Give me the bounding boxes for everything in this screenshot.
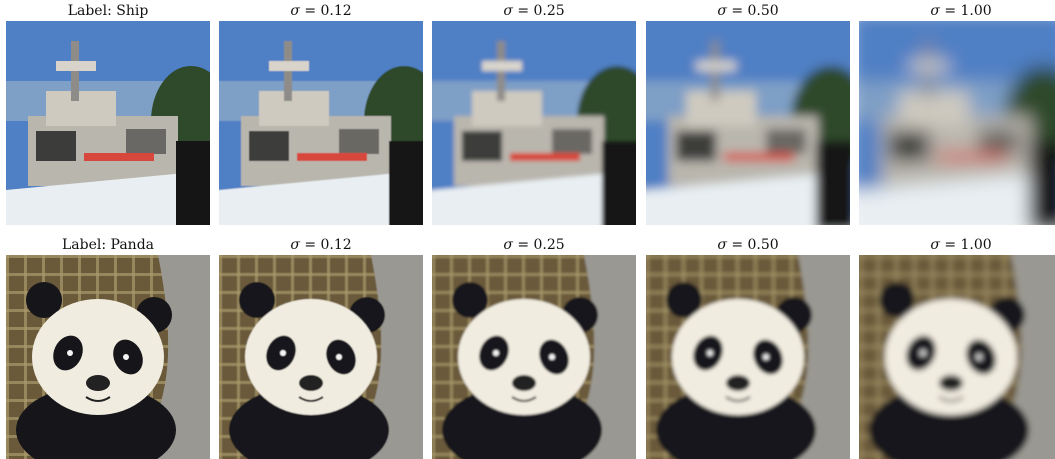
panda-image <box>646 255 850 459</box>
sigma-value: = 0.25 <box>512 237 565 253</box>
panda-image <box>6 255 210 459</box>
sigma-value: = 0.50 <box>726 3 779 19</box>
panda-image <box>432 255 636 459</box>
ship-sigma-100-cell: σ = 1.00 <box>859 0 1055 225</box>
panda-sigma-100-cell: σ = 1.00 <box>859 234 1055 459</box>
ship-image <box>432 21 636 225</box>
panda-original-cell: Label: Panda <box>6 234 210 459</box>
sigma-symbol: σ <box>290 237 300 253</box>
sigma-value: = 0.12 <box>299 3 352 19</box>
sigma-caption: σ = 0.12 <box>219 2 423 20</box>
panda-sigma-050-cell: σ = 0.50 <box>646 234 850 459</box>
ship-original-cell: Label: Ship <box>6 0 210 225</box>
ship-sigma-012-image <box>219 21 423 225</box>
sigma-value: = 1.00 <box>939 237 992 253</box>
panda-original-image <box>6 255 210 459</box>
ship-image <box>859 21 1055 225</box>
sigma-symbol: σ <box>717 237 727 253</box>
ship-label-caption: Label: Ship <box>67 3 149 19</box>
sigma-caption: σ = 0.12 <box>219 236 423 254</box>
panda-sigma-012-cell: σ = 0.12 <box>219 234 423 459</box>
sigma-symbol: σ <box>290 3 300 19</box>
panda-image <box>859 255 1055 459</box>
sigma-symbol: σ <box>717 3 727 19</box>
sigma-caption: σ = 0.25 <box>432 2 636 20</box>
ship-sigma-012-cell: σ = 0.12 <box>219 0 423 225</box>
ship-sigma-025-cell: σ = 0.25 <box>432 0 636 225</box>
sigma-value: = 0.12 <box>299 237 352 253</box>
panda-sigma-025-cell: σ = 0.25 <box>432 234 636 459</box>
panda-row: Label: Panda σ = 0.12 σ = 0.25 σ = 0.50 … <box>0 234 1055 459</box>
sigma-value: = 0.25 <box>512 3 565 19</box>
sigma-value: = 1.00 <box>939 3 992 19</box>
sigma-caption: σ = 0.50 <box>646 2 850 20</box>
sigma-caption: σ = 1.00 <box>859 236 1055 254</box>
ship-row: Label: Ship σ = 0.12 σ = 0.25 σ = 0.50 σ… <box>0 0 1055 225</box>
sigma-caption: σ = 0.50 <box>646 236 850 254</box>
sigma-symbol: σ <box>503 3 513 19</box>
sigma-symbol: σ <box>930 3 940 19</box>
ship-sigma-050-image <box>646 21 850 225</box>
panda-label-caption: Label: Panda <box>62 237 154 253</box>
panda-image <box>219 255 423 459</box>
sigma-caption: σ = 0.25 <box>432 236 636 254</box>
ship-image <box>219 21 423 225</box>
sigma-caption: σ = 1.00 <box>859 2 1055 20</box>
ship-image <box>646 21 850 225</box>
sigma-value: = 0.50 <box>726 237 779 253</box>
ship-sigma-050-cell: σ = 0.50 <box>646 0 850 225</box>
panda-sigma-050-image <box>646 255 850 459</box>
sigma-symbol: σ <box>503 237 513 253</box>
ship-sigma-100-image <box>859 21 1055 225</box>
ship-image <box>6 21 210 225</box>
ship-original-image <box>6 21 210 225</box>
panda-sigma-025-image <box>432 255 636 459</box>
sigma-symbol: σ <box>930 237 940 253</box>
panda-sigma-100-image <box>859 255 1055 459</box>
ship-sigma-025-image <box>432 21 636 225</box>
panda-sigma-012-image <box>219 255 423 459</box>
